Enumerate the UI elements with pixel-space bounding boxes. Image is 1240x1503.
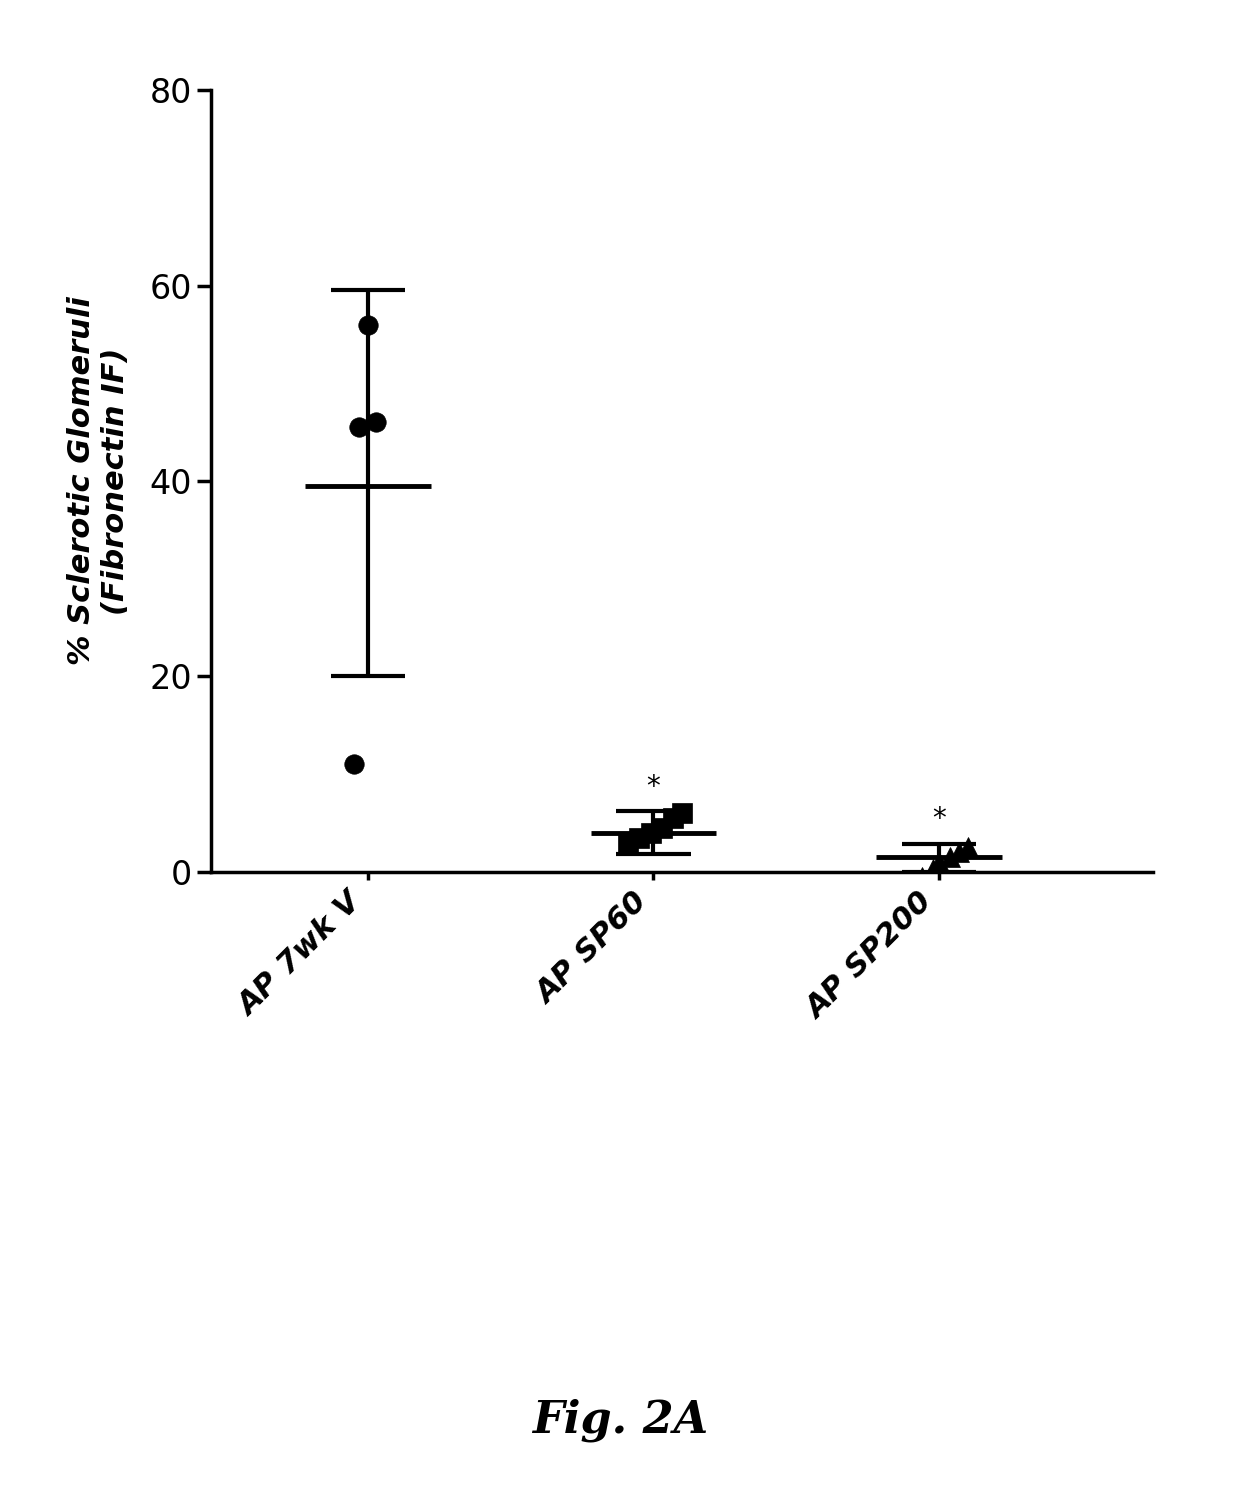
Text: Fig. 2A: Fig. 2A bbox=[532, 1399, 708, 1441]
Text: *: * bbox=[646, 774, 661, 801]
Y-axis label: % Sclerotic Glomeruli
(Fibronectin IF): % Sclerotic Glomeruli (Fibronectin IF) bbox=[67, 296, 130, 666]
Text: *: * bbox=[932, 804, 946, 833]
